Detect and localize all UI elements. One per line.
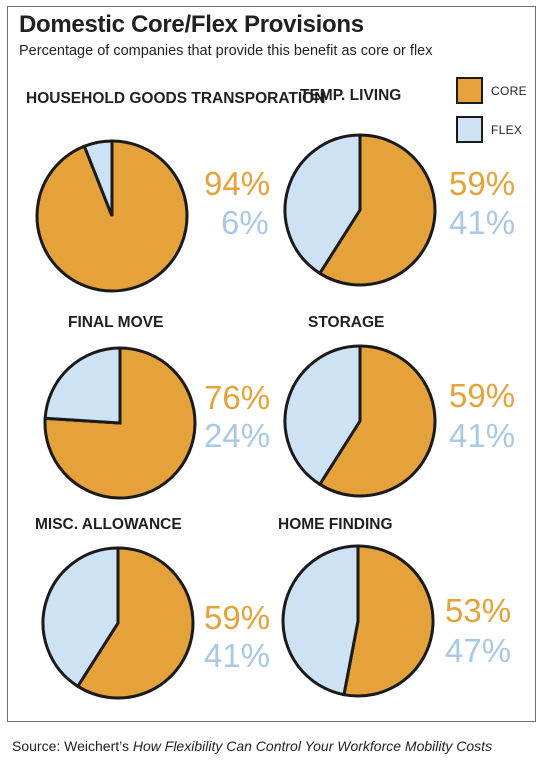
pie-misc-allowance	[41, 546, 195, 700]
value-flex-temp-living: 41%	[449, 204, 516, 241]
value-core-final-move: 76%	[204, 379, 271, 416]
panel-title-household-goods: HOUSEHOLD GOODS TRANSPORATION	[26, 90, 326, 107]
value-core-misc-allowance: 59%	[204, 599, 271, 636]
pie-slice-flex	[283, 344, 362, 487]
panel-title-home-finding: HOME FINDING	[278, 516, 393, 533]
pie-temp-living	[283, 133, 437, 287]
source-prefix: Source: Weichert’s	[12, 738, 133, 754]
pie-home-finding	[281, 544, 435, 698]
value-core-home-finding: 53%	[445, 592, 512, 629]
pie-slice-flex	[283, 133, 362, 276]
value-flex-home-finding: 47%	[445, 632, 512, 669]
pie-storage	[283, 344, 437, 498]
legend-label-core: CORE	[491, 83, 527, 98]
panel-title-storage: STORAGE	[308, 314, 385, 331]
value-flex-storage: 41%	[449, 417, 516, 454]
legend-item-core: CORE	[456, 77, 527, 104]
legend-item-flex: FLEX	[456, 116, 522, 143]
pie-slice-flex	[82, 139, 114, 217]
pie-slice-core	[43, 346, 197, 500]
value-core-household-goods: 94%	[204, 165, 271, 202]
pie-final-move	[43, 346, 197, 500]
pie-household-goods	[35, 139, 189, 293]
value-flex-household-goods: 6%	[221, 204, 269, 241]
pie-slice-core	[317, 344, 437, 498]
legend-label-flex: FLEX	[491, 122, 523, 137]
pie-slice-core	[75, 546, 195, 700]
source-note: Source: Weichert’s How Flexibility Can C…	[12, 738, 492, 754]
chart-subtitle: Percentage of companies that provide thi…	[19, 43, 433, 59]
panel-title-final-move: FINAL MOVE	[68, 314, 164, 331]
value-flex-misc-allowance: 41%	[204, 637, 271, 674]
legend-swatch-flex	[456, 116, 483, 143]
pie-slice-flex	[41, 546, 120, 689]
pie-slice-core	[342, 544, 435, 698]
value-flex-final-move: 24%	[204, 417, 271, 454]
pie-slice-flex	[281, 544, 360, 697]
pie-slice-flex	[43, 346, 122, 425]
value-core-storage: 59%	[449, 377, 516, 414]
pie-slice-core	[317, 133, 437, 287]
legend-swatch-core	[456, 77, 483, 104]
value-core-temp-living: 59%	[449, 165, 516, 202]
panel-title-misc-allowance: MISC. ALLOWANCE	[35, 516, 182, 533]
chart-title: Domestic Core/Flex Provisions	[19, 11, 364, 38]
source-title: How Flexibility Can Control Your Workfor…	[132, 738, 493, 754]
panel-title-temp-living: TEMP. LIVING	[300, 87, 402, 104]
chart-frame	[7, 6, 536, 722]
